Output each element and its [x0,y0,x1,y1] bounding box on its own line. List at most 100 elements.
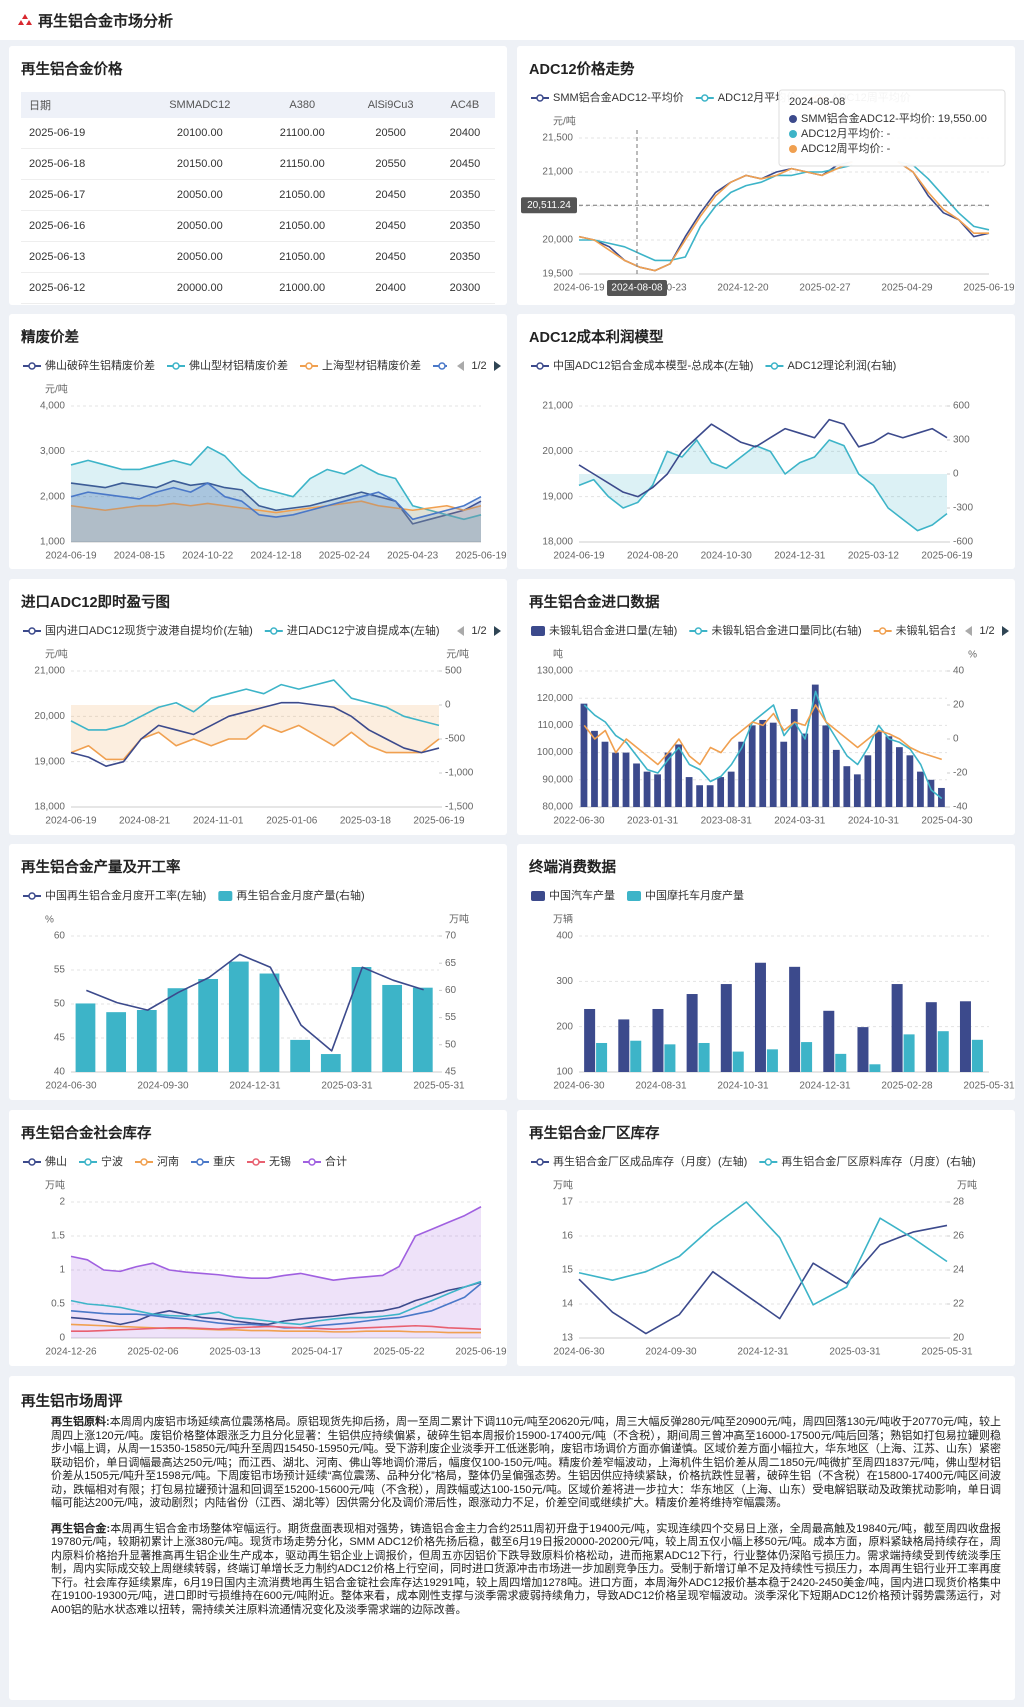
legend: 中国汽车产量 中国摩托车月度产量 [531,888,744,902]
table-cell: 20450 [346,241,435,273]
chart-panel: 中国ADC12铝合金成本模型-总成本(左轴) ADC12理论利润(右轴) 18,00… [517,314,1015,569]
bar [937,1031,949,1072]
x-tick-label: 2025-05-31 [413,1081,465,1092]
bar [601,741,609,807]
y-tick-label: 1.5 [51,1231,65,1242]
legend-icon-dot [28,627,36,635]
bar [584,1008,596,1072]
x-tick-label: 2024-10-31 [848,816,900,827]
legend-icon-dot [270,627,278,635]
bar [643,771,651,807]
x-tick-label: 2023-08-31 [701,816,753,827]
y-tick-label: 1,000 [40,537,65,548]
column-header: SMMADC12 [141,92,259,118]
chart-panel: 中国汽车产量 中国摩托车月度产量 万辆 100 200 300 400 2024-06-30 2… [517,844,1015,1100]
x-tick-label: 2024-06-19 [45,551,97,562]
y-tick-label: 21,500 [542,133,573,144]
area-fill [71,480,481,542]
y-axis-unit: 元/吨 [553,115,576,128]
legend-icon-dot [28,892,36,900]
table-cell: 20100.00 [141,118,259,149]
legend-icon-dot [84,1158,92,1166]
y-tick-label: 120,000 [537,693,574,704]
y2-axis-unit: 元/吨 [446,648,469,661]
x-tick-label: 2025-06-19 [963,283,1015,294]
table-cell: 21100.00 [258,118,347,149]
y2-tick-label: 0 [953,734,959,745]
line [583,704,942,766]
table-row: 2025-06-12 20000.00 21000.00 20400 20300 [21,272,495,304]
y-tick-label: 18,000 [542,537,573,548]
legend-label: 宁波 [101,1154,123,1168]
bar [874,730,882,807]
bar [811,684,819,807]
bar [906,755,914,807]
x-tick-label: 2024-09-30 [137,1081,189,1092]
tooltip-line: SMM铝合金ADC12-平均价: 19,550.00 [801,111,987,125]
legend-icon-dot [770,362,779,370]
x-tick-label: 2024-11-01 [193,816,244,827]
x-tick-label: 2024-10-30 [701,551,753,562]
y-tick-label: 55 [54,965,66,976]
legend-icon-dot [28,1158,36,1166]
chart-title: 再生铝合金产量及开工率 [21,860,181,876]
legend-label: 佛山破碎生铝精废价差 [45,358,155,372]
column-header: A380 [258,92,347,118]
y-axis-unit: 元/吨 [45,383,68,396]
line [70,480,482,525]
column-header: AC4B [434,92,495,118]
bar [789,966,801,1072]
bar [664,1044,676,1072]
x-tick-label: 2025-05-31 [921,1347,973,1358]
bar [675,744,682,807]
x-tick-label: 2025-06-19 [921,551,973,562]
y2-tick-label: 28 [953,1197,965,1208]
line [578,1201,948,1306]
y2-tick-label: -1,000 [445,768,474,779]
table-cell: 2025-06-13 [21,241,142,273]
y2-tick-label: -600 [953,537,973,548]
x-tick-label: 2024-12-31 [737,1347,789,1358]
y-axis-unit: 万吨 [45,1179,65,1192]
bar [351,967,372,1072]
chart-title: 再生铝合金厂区库存 [529,1126,660,1142]
legend-icon-dot [305,362,313,370]
line [70,500,482,514]
bar [696,785,704,807]
x-tick-label: 2024-10-31 [717,1081,769,1092]
table-cell: 20050.00 [141,179,259,211]
y-axis-unit: 吨 [553,648,563,661]
x-tick-label: 2024-12-26 [45,1347,97,1358]
legend-label: 无锡 [269,1154,291,1168]
chart-panel: 再生铝合金厂区成品库存（月度）(左轴) 再生铝合金厂区原料库存（月度）(右轴) 万吨… [517,1110,1015,1366]
x-tick-label: 2025-04-17 [291,1347,343,1358]
x-tick-label: 2025-04-30 [921,816,973,827]
table-cell: 21050.00 [258,210,347,242]
y-tick-label: 400 [556,931,573,942]
bar [630,1040,642,1072]
legend-prev [457,361,464,371]
legend-page: 1/2 [471,360,486,372]
y2-tick-label: -20 [953,768,968,779]
y-tick-label: 0 [59,1333,65,1344]
chart: 佛山破碎生铝精废价差 佛山型材铝精废价差 上海型材铝精废价差 上海1/2元/吨1,00… [23,358,507,562]
legend-label: 再生铝合金厂区原料库存（月度）(右轴) [781,1154,975,1168]
y-tick-label: 13 [562,1333,574,1344]
tooltip-dot [789,145,797,153]
x-tick-label: 2024-03-31 [774,816,826,827]
y2-tick-label: 40 [953,666,965,677]
bar [106,1012,127,1072]
bar [754,962,766,1072]
legend-label: ADC12理论利润(右轴) [787,358,896,372]
x-tick-label: 2025-06-19 [455,1347,507,1358]
x-tick-label: 2025-02-06 [127,1347,179,1358]
x-tick-label: 2025-03-31 [829,1347,881,1358]
legend-next [494,361,501,371]
table-cell: 20450 [346,179,435,211]
bar [769,722,777,807]
line [583,690,943,800]
tooltip-dot [789,130,797,138]
y2-tick-label: 20 [953,700,965,711]
y-tick-label: 130,000 [537,666,574,677]
